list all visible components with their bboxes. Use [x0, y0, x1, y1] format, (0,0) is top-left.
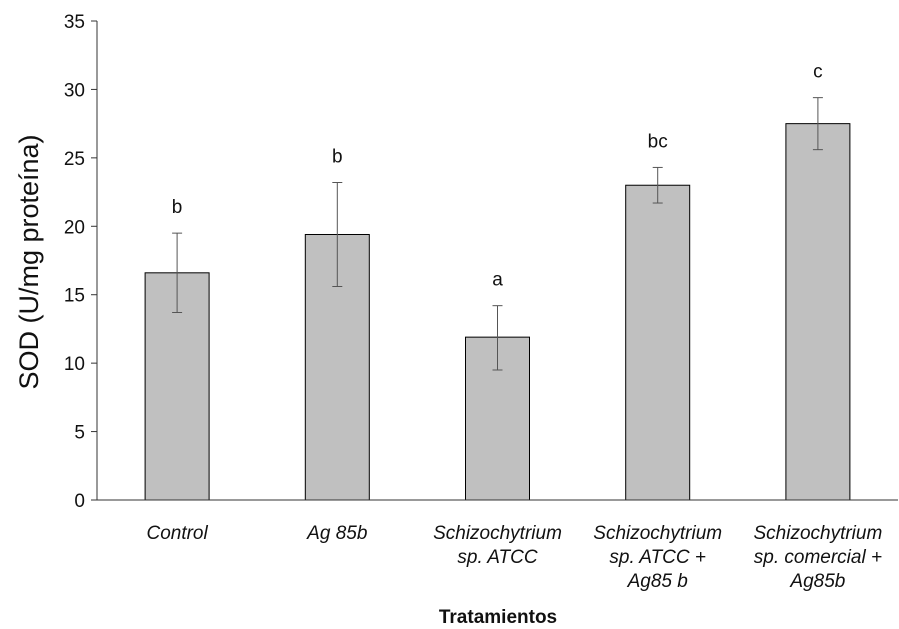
error-bar [812, 97, 823, 151]
y-tick-label: 25 [64, 149, 85, 170]
y-tick-label: 20 [64, 217, 85, 238]
category-label: Schizochytrium sp. ATCC [433, 523, 562, 568]
significance-label: bc [648, 131, 668, 152]
significance-label: c [813, 62, 823, 83]
significance-label: b [172, 197, 183, 218]
y-tick-label: 15 [64, 286, 85, 307]
axes-layer [91, 20, 898, 501]
error-bar [332, 181, 343, 288]
significance-label: b [332, 146, 343, 167]
error-bar [172, 232, 183, 314]
error-bars-layer [172, 97, 823, 371]
significance-label: a [492, 270, 503, 291]
category-label: Control [146, 523, 208, 544]
error-bar [652, 166, 663, 204]
y-axis-title: SOD (U/mg proteína) [14, 134, 44, 389]
labels-layer: b Control b Ag 85b a Schizochytrium sp. ATCC bc… [64, 12, 882, 592]
bar [785, 123, 851, 501]
y-tick-label: 30 [64, 80, 85, 101]
category-label: Schizochytrium sp. comercial + Ag85b [753, 523, 882, 592]
error-bar [492, 305, 503, 371]
bar [625, 184, 691, 501]
y-tick-label: 5 [74, 423, 85, 444]
category-label: Ag 85b [306, 523, 367, 544]
y-tick-label: 0 [74, 491, 85, 512]
y-tick-label: 10 [64, 354, 85, 375]
category-label: Schizochytrium sp. ATCC + Ag85 b [593, 523, 722, 592]
x-axis-title: Tratamientos [439, 607, 557, 628]
y-tick-label: 35 [64, 12, 85, 33]
